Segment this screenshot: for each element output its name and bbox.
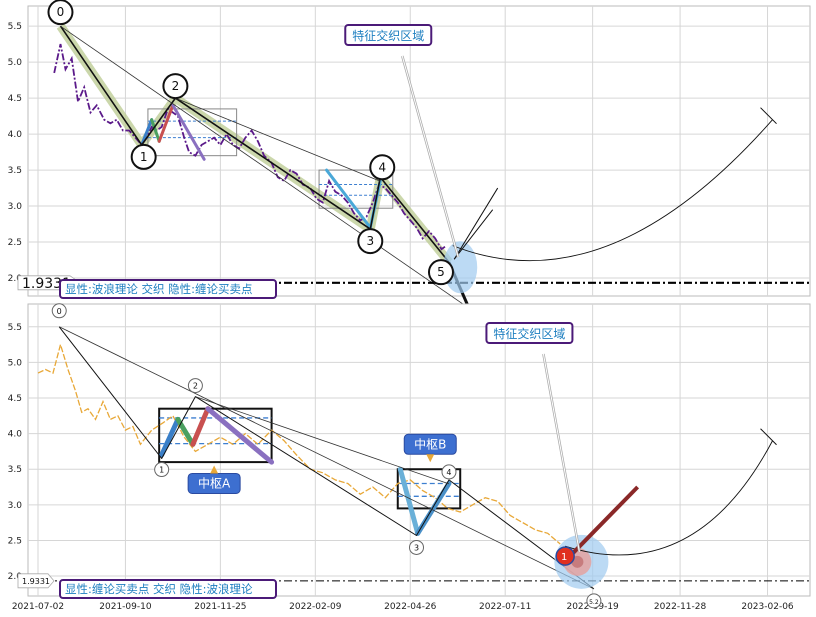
pivot-label-pointer — [210, 465, 219, 474]
wave-marker-2 — [187, 378, 203, 394]
wave-label-4: 4 — [378, 160, 386, 174]
x-tick-label: 2021-07-02 — [12, 602, 64, 612]
y-tick-label: 2.0 — [8, 274, 23, 284]
y-tick-label: 5.5 — [8, 323, 22, 333]
wave-label-2: 2 — [172, 79, 180, 93]
wave-marker-4 — [369, 154, 396, 181]
projection-arc — [565, 440, 773, 556]
wave-marker-1 — [130, 143, 157, 170]
y-tick-label: 2.0 — [8, 572, 23, 582]
projection-arc — [452, 119, 773, 262]
subwave-segment — [397, 466, 421, 536]
zone-label: 特征交织区域 — [493, 326, 565, 341]
buy-point-label: 1 — [561, 552, 567, 563]
y-tick-label: 5.0 — [8, 358, 23, 368]
zone-label-connector — [401, 55, 459, 258]
y-tick-label: 2.5 — [8, 238, 22, 248]
y-tick-label: 5.0 — [8, 58, 23, 68]
subwave-segment — [157, 103, 175, 143]
projection-arc-cap — [760, 107, 777, 125]
y-tick-label: 3.0 — [8, 202, 23, 212]
y-tick-label: 3.5 — [8, 465, 22, 475]
legend-label: 显性:缠论买卖点 交织 隐性:波浪理论 — [65, 582, 253, 596]
wave-label-5: 5 — [437, 265, 445, 279]
wave-marker-2 — [162, 73, 189, 100]
trend-line — [175, 97, 381, 182]
x-tick-label: 2022-11-28 — [654, 602, 707, 612]
y-tick-label: 3.5 — [8, 166, 22, 176]
y-tick-label: 4.5 — [8, 94, 22, 104]
x-tick-label: 2021-11-25 — [194, 602, 246, 612]
wave-line — [59, 25, 450, 263]
wave-label-1: 1 — [140, 150, 148, 164]
wave-label-2: 2 — [193, 382, 198, 391]
pivot-label-pointer — [426, 454, 435, 463]
legend-box — [59, 279, 277, 299]
y-tick-label: 3.0 — [8, 501, 23, 511]
ray-line — [453, 209, 494, 260]
panel-bottom: 2.0 2.5 3.0 3.5 4.0 4.5 5.0 5.5 2021-07-02 2021-0… — [8, 303, 811, 612]
zone-label-box — [344, 24, 433, 46]
y-tick-label: 5.5 — [8, 22, 22, 32]
subwave-segment — [205, 406, 275, 465]
y-tick-label: 4.5 — [8, 394, 22, 404]
y-tick-label: 4.0 — [8, 130, 23, 140]
reference-tag — [17, 573, 55, 589]
legend-label: 显性:波浪理论 交织 隐性:缠论买卖点 — [65, 282, 253, 296]
interweave-zone — [443, 241, 478, 294]
pivot-label: 中枢A — [198, 475, 231, 490]
x-tick-label: 2021-09-10 — [99, 602, 152, 612]
wave-label-3: 3 — [414, 543, 419, 552]
wave-marker-3 — [409, 539, 425, 555]
buy-point-marker — [555, 546, 575, 566]
wave-label-5.2: 5.2 — [589, 599, 599, 606]
wave-label-3: 3 — [366, 234, 374, 248]
subwave-segment — [325, 168, 372, 230]
subwave-segment — [171, 103, 206, 161]
projection-arc-cap — [760, 428, 777, 446]
ray-line — [569, 485, 640, 557]
subwave-segment — [190, 406, 211, 447]
price-series-line — [53, 43, 448, 251]
wave-line — [58, 326, 595, 590]
x-tick-label: 2022-02-09 — [289, 602, 342, 612]
reference-label: 1.9331 — [22, 577, 50, 586]
wave-marker-0 — [51, 303, 67, 319]
trend-line — [195, 396, 450, 485]
wave-marker-5 — [427, 259, 454, 286]
wave-marker-1 — [154, 462, 170, 478]
x-tick-label: 2022-04-26 — [384, 602, 437, 612]
wave-marker-0 — [47, 0, 74, 26]
x-tick-label: 2023-02-06 — [741, 602, 794, 612]
trend-line — [60, 25, 470, 309]
subwave-segment — [140, 118, 154, 147]
wave-label-4: 4 — [446, 468, 451, 477]
reference-label: 1.9331 — [22, 276, 71, 292]
price-series-line — [37, 342, 561, 545]
wave-label-1: 1 — [159, 466, 164, 475]
legend-box — [59, 579, 277, 599]
pivot-label: 中枢B — [414, 436, 446, 451]
wave-marker-4 — [441, 464, 457, 480]
subwave-segment — [150, 118, 161, 143]
panel-top: 2.0 2.5 3.0 3.5 4.0 4.5 5.0 5.5 1.9331 特征交织区域 0 1 2 3… — [8, 0, 811, 345]
wave-marker-5.2 — [586, 593, 602, 609]
wave-marker-3 — [357, 228, 384, 255]
x-tick-label: 2022-07-11 — [479, 602, 531, 612]
trend-line — [59, 326, 595, 590]
zone-label-connector — [542, 353, 580, 552]
wave-label-0: 0 — [57, 307, 62, 316]
y-tick-label: 4.0 — [8, 430, 23, 440]
subwave-segment — [159, 416, 181, 458]
zone-label-box — [485, 322, 574, 344]
y-tick-label: 2.5 — [8, 536, 22, 546]
ray-line — [453, 187, 499, 260]
wave-label-0: 0 — [57, 5, 65, 19]
zone-label: 特征交织区域 — [352, 28, 424, 43]
